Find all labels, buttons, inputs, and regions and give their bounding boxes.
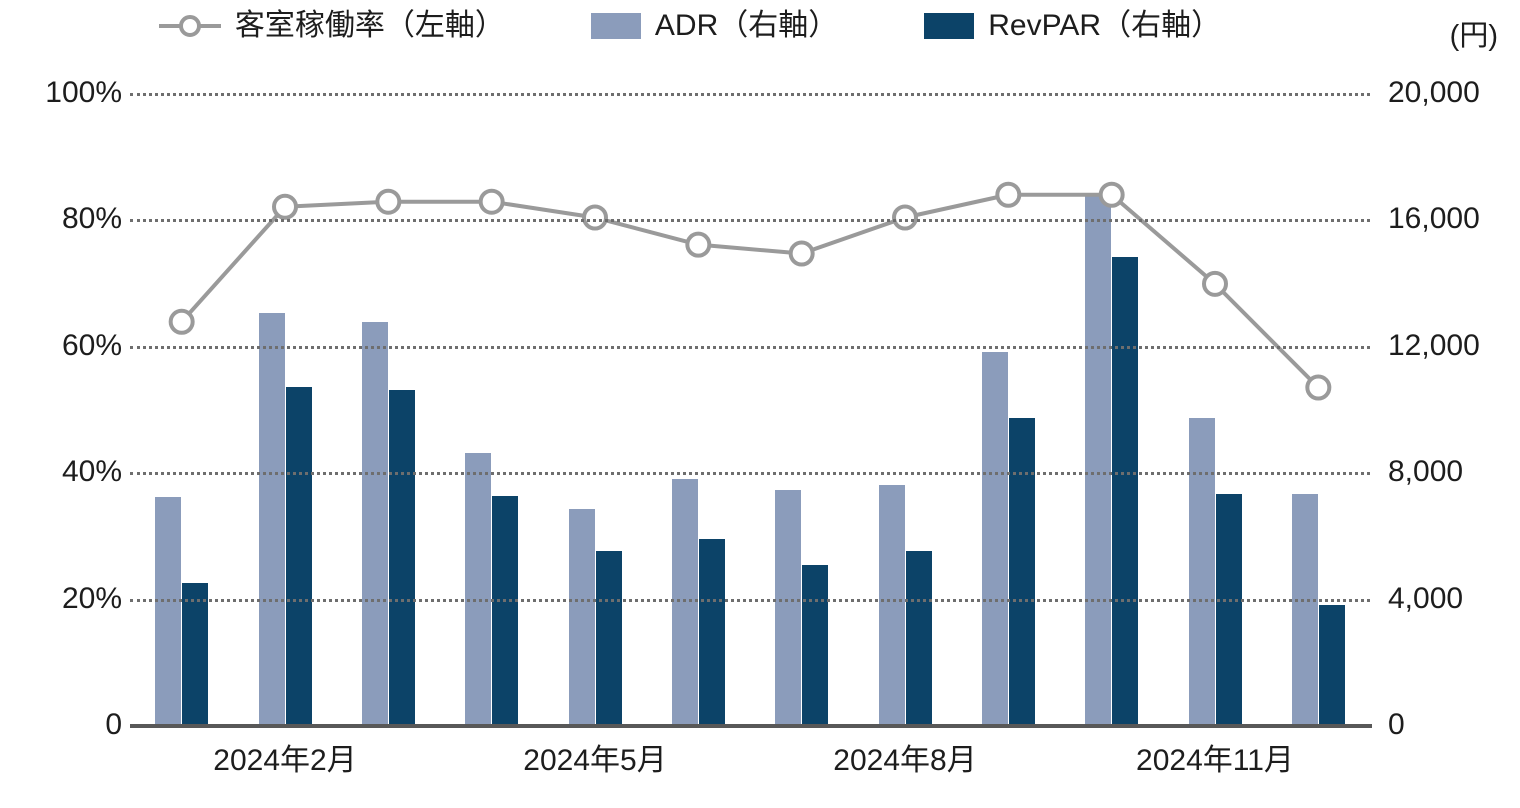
bar-adr [155,497,182,725]
data-point-marker [995,181,1022,208]
legend-label-occupancy-rate: 客室稼働率（左軸） [234,9,505,42]
bar-adr [671,478,698,725]
legend-item-adr[interactable]: ADR（右軸） [590,9,839,42]
data-point-marker [1202,270,1228,297]
data-point-marker [1098,181,1125,208]
bar-revpar [1318,604,1345,725]
gridline [130,93,1370,96]
bar-adr [568,508,595,725]
bar-revpar [285,386,312,725]
gridline [130,472,1370,476]
chart-legend: 客室稼働率（左軸） ADR（右軸） RevPAR（右軸） [0,0,1380,52]
bar-adr [981,352,1008,725]
line-circle-marker-icon [158,13,221,39]
left-axis-tick: 20% [61,581,122,615]
bar-revpar [182,582,209,725]
bar-revpar [1112,257,1139,725]
x-axis-tick: 2024年8月 [833,744,977,777]
bar-revpar [802,565,829,725]
right-axis-tick: 0 [1388,708,1405,741]
bar-revpar [1008,418,1035,725]
right-axis-tick: 12,000 [1388,328,1480,362]
left-axis-tick: 40% [61,455,122,489]
x-axis-tick: 2024年2月 [213,744,357,777]
data-point-marker [272,193,298,220]
bar-adr [775,489,802,725]
right-axis-tick: 16,000 [1388,202,1480,236]
bar-group [130,93,1370,725]
square-swatch-icon-revpar [924,13,975,39]
legend-label-adr: ADR（右軸） [654,9,839,42]
bar-revpar [905,551,932,725]
bar-revpar [698,538,725,725]
legend-item-revpar[interactable]: RevPAR（右軸） [924,11,1221,41]
right-axis-tick: 20,000 [1388,76,1480,109]
right-axis-tick: 4,000 [1388,581,1464,615]
bar-revpar [388,390,415,725]
right-axis: 0 4,000 8,000 12,000 16,000 20,000 [1388,0,1520,808]
left-axis-tick: 100% [45,76,122,109]
right-axis-unit-caption: (円) [1449,20,1498,52]
x-axis-tick: 2024年11月 [1136,744,1294,777]
data-point-marker [582,204,608,231]
bar-adr [878,484,905,725]
data-point-marker [685,231,712,258]
bar-adr [1085,194,1112,725]
bar-adr [1188,418,1215,725]
x-axis-tick: 2024年5月 [523,744,667,777]
left-axis: 0 20% 40% 60% 80% 100% [0,0,122,808]
bar-adr [361,322,388,725]
left-axis-tick: 0 [105,708,122,741]
legend-item-occupancy-rate[interactable]: 客室稼働率（左軸） [158,9,505,42]
gridline [130,345,1370,349]
gridline [130,598,1370,602]
bar-revpar [1215,494,1242,725]
right-axis-tick: 8,000 [1388,455,1464,489]
bar-adr [1291,494,1318,725]
bar-adr [465,453,492,725]
left-axis-tick: 80% [61,202,122,236]
data-point-marker [1305,374,1332,401]
bar-revpar [492,495,519,725]
occupancy-rate-line [168,181,1332,401]
bar-revpar [595,551,622,725]
legend-label-revpar: RevPAR（右軸） [988,9,1222,42]
gridline [130,219,1370,223]
data-point-marker [892,204,918,231]
square-swatch-icon-adr [590,13,641,39]
data-point-marker [168,308,195,335]
plot-area [130,93,1370,725]
bar-adr [258,312,285,725]
left-axis-tick: 60% [61,328,122,362]
data-point-marker [478,188,505,215]
x-axis-baseline [130,724,1372,728]
data-point-marker [375,188,402,215]
data-point-marker [788,240,815,267]
occupancy-rate-polyline [180,192,1320,389]
x-axis: 2024年2月 2024年5月 2024年8月 2024年11月 [0,744,1520,804]
